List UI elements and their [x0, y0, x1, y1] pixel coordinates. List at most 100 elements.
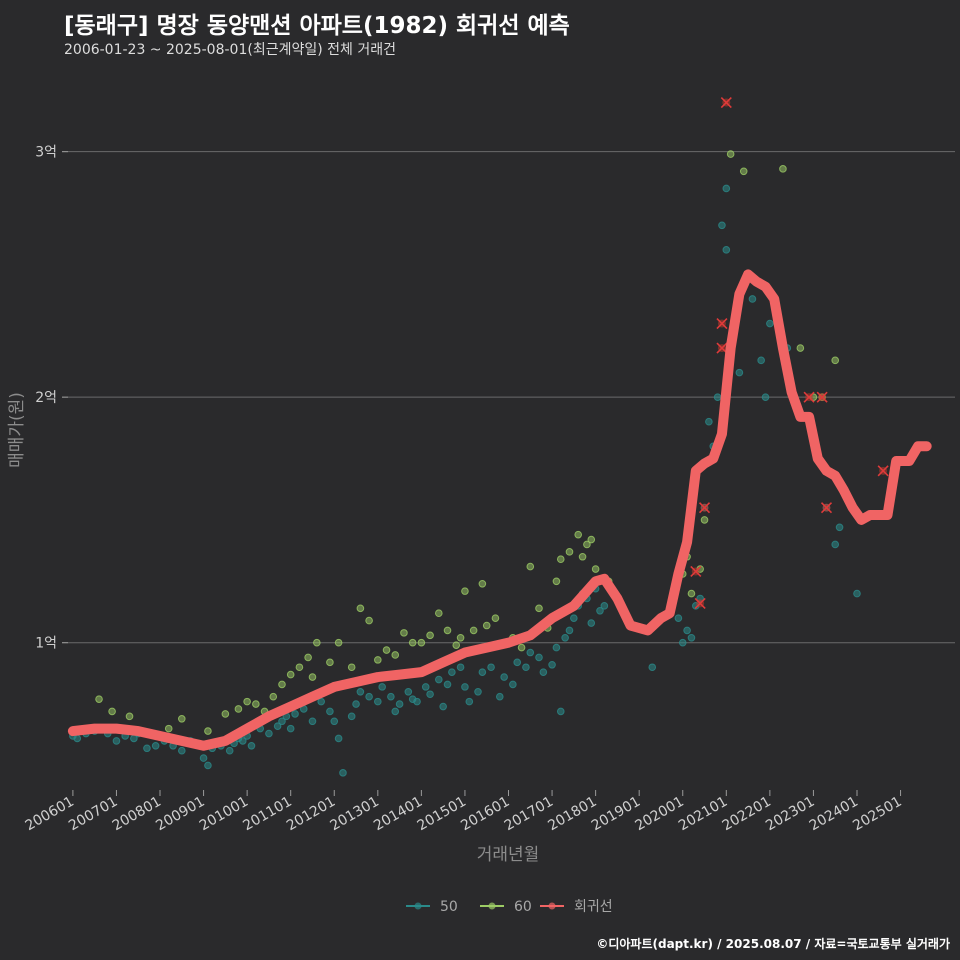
data-point-50 [487, 663, 495, 672]
y-tick-label: 3억 [35, 145, 57, 161]
x-tick-label: 201001 [197, 794, 251, 835]
x-tick-label: 201301 [328, 794, 382, 835]
data-point-50 [678, 638, 687, 647]
data-point-50 [853, 589, 861, 598]
data-point-60 [452, 641, 461, 649]
data-point-50 [352, 700, 360, 708]
data-point-60 [125, 712, 134, 721]
data-point-60 [204, 727, 212, 735]
data-point-50 [308, 717, 317, 726]
marked-point-cross [803, 391, 815, 403]
marked-point-cross [716, 342, 728, 354]
footer-credit: ©디아파트(dapt.kr) / 2025.08.07 / 자료=국토교통부 실… [596, 937, 950, 951]
data-point-60 [482, 621, 491, 630]
data-point-50 [443, 680, 452, 689]
legend-label: 50 [440, 899, 458, 915]
data-point-50 [570, 614, 578, 622]
data-point-60 [243, 697, 251, 706]
data-point-50 [465, 697, 474, 706]
data-point-60 [417, 638, 426, 647]
chart-title: [동래구] 명장 동양맨션 아파트(1982) 회귀선 예측 [64, 13, 570, 39]
data-point-50 [435, 675, 443, 684]
data-point-60 [578, 552, 587, 561]
data-point-60 [565, 548, 574, 556]
data-point-50 [356, 687, 365, 696]
marked-point-cross [698, 502, 711, 514]
data-point-50 [500, 673, 508, 681]
data-point-60 [269, 692, 278, 701]
legend-label: 회귀선 [574, 899, 613, 915]
legend: 50 60 회귀선 [406, 899, 613, 915]
regression-line-group [67, 269, 932, 751]
data-point-50 [347, 712, 356, 721]
data-point-60 [374, 656, 382, 664]
data-point-50 [761, 393, 770, 401]
data-point-60 [286, 670, 295, 679]
x-tick-label: 201901 [589, 794, 643, 835]
data-point-50 [265, 729, 273, 738]
x-tick-label: 200901 [153, 794, 207, 835]
data-point-50 [387, 692, 395, 701]
data-point-60 [234, 705, 243, 713]
data-point-60 [587, 535, 596, 544]
x-tick-label: 202401 [807, 794, 861, 835]
data-point-60 [478, 579, 487, 588]
data-point-50 [556, 707, 565, 716]
data-point-60 [177, 715, 186, 723]
data-point-50 [421, 683, 430, 691]
data-point-50 [722, 246, 731, 254]
data-point-50 [478, 668, 487, 676]
marked-point-cross [820, 502, 833, 514]
data-point-60 [469, 626, 478, 635]
data-point-50 [339, 769, 347, 777]
data-point-60 [334, 638, 343, 647]
data-point-50 [326, 707, 334, 716]
data-point-60 [535, 604, 543, 613]
x-axis-label: 거래년월 [477, 845, 540, 865]
data-point-60 [517, 643, 526, 652]
data-point-50 [238, 737, 247, 745]
data-point-60 [700, 516, 709, 524]
data-point-60 [347, 663, 356, 672]
data-point-50 [509, 680, 517, 689]
marked-point-cross [877, 465, 889, 477]
y-tick-label: 2억 [35, 390, 57, 406]
data-point-50 [735, 368, 744, 377]
x-axis-ticks: 2006012007012008012009012010012011012012… [23, 790, 905, 834]
data-point-60 [687, 589, 696, 598]
data-point-50 [561, 633, 569, 642]
data-point-60 [313, 638, 321, 647]
data-point-50 [513, 658, 522, 667]
data-point-50 [273, 722, 282, 730]
data-point-50 [199, 754, 208, 762]
x-tick-label: 200801 [110, 794, 164, 835]
x-tick-label: 200601 [23, 794, 77, 835]
data-point-50 [225, 746, 234, 755]
x-tick-label: 202301 [763, 794, 817, 835]
data-point-50 [286, 724, 295, 733]
data-point-60 [400, 629, 408, 637]
data-point-50 [461, 683, 469, 691]
data-point-60 [779, 165, 787, 173]
data-point-50 [448, 668, 456, 676]
data-point-60 [739, 167, 748, 176]
data-point-60 [435, 609, 443, 618]
data-point-50 [766, 319, 774, 328]
data-point-50 [334, 734, 343, 743]
data-point-60 [831, 356, 840, 365]
data-point-50 [177, 746, 186, 755]
x-tick-label: 201801 [545, 794, 599, 835]
data-point-50 [648, 663, 657, 672]
data-point-50 [112, 737, 121, 745]
data-point-50 [757, 356, 765, 365]
data-point-50 [535, 653, 543, 662]
data-point-60 [326, 658, 334, 667]
x-tick-label: 202001 [632, 794, 686, 835]
data-point-60 [108, 707, 116, 716]
data-point-50 [705, 417, 713, 426]
data-point-60 [221, 710, 230, 718]
data-point-50 [718, 221, 726, 230]
data-point-50 [552, 643, 561, 652]
data-point-50 [395, 700, 404, 708]
